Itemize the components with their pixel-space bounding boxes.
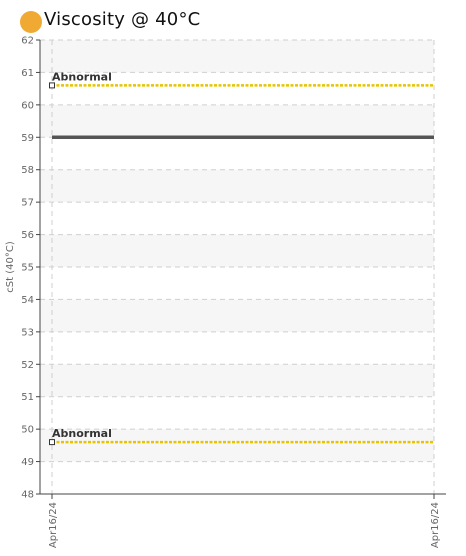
chart-title: Viscosity @ 40°C [44, 8, 201, 30]
y-tick-label: 49 [21, 457, 34, 468]
x-ticks: Apr16/24 Apr16/24 [48, 494, 441, 548]
y-tick-label: 54 [21, 295, 34, 306]
chart-header: Viscosity @ 40°C [20, 6, 201, 33]
y-tick-label: 57 [21, 198, 34, 209]
threshold-label: Abnormal [52, 427, 112, 440]
status-dot-icon [20, 11, 42, 33]
y-tick-label: 56 [21, 230, 34, 241]
y-tick-label: 58 [21, 165, 34, 176]
threshold-label: Abnormal [52, 70, 112, 83]
y-tick-label: 62 [21, 36, 34, 47]
plot-band [40, 169, 434, 203]
y-tick-label: 60 [21, 100, 34, 111]
x-tick-label: Apr16/24 [430, 502, 441, 548]
plot-bands [40, 40, 434, 462]
y-tick-label: 53 [21, 327, 34, 338]
y-tick-label: 48 [21, 490, 34, 501]
y-axis-label: cSt (40°C) [5, 241, 16, 293]
y-tick-label: 61 [21, 68, 34, 79]
threshold-lines: Abnormal Abnormal [49, 70, 434, 446]
y-ticks: 48 49 50 51 52 53 54 55 56 57 58 59 60 61 62 [21, 36, 40, 501]
plot-band [40, 104, 434, 138]
threshold-marker [49, 82, 55, 89]
plot-band [40, 299, 434, 332]
plot-band [40, 40, 434, 73]
y-tick-label: 55 [21, 263, 34, 274]
plot-band [40, 429, 434, 462]
x-tick-label: Apr16/24 [48, 502, 59, 548]
plot-band [40, 364, 434, 397]
plot-band [40, 234, 434, 267]
threshold-marker [49, 439, 55, 446]
y-tick-label: 59 [21, 133, 34, 144]
y-tick-label: 50 [21, 425, 34, 436]
y-tick-label: 52 [21, 360, 34, 371]
y-tick-label: 51 [21, 392, 34, 403]
